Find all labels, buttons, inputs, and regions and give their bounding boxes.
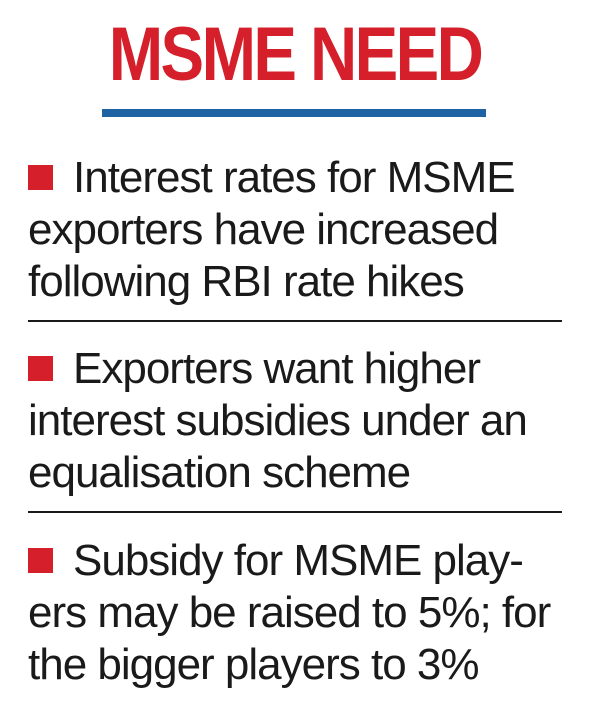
divider-1 [28, 320, 562, 322]
headline-underline [102, 109, 486, 117]
bullet-1-line-1: Interest rates for MSME [28, 152, 568, 204]
bullet-3-line-2: ers may be raised to 5%; for [28, 588, 551, 637]
red-square-bullet-icon [28, 165, 53, 190]
bullet-2-line-2: interest subsidies under an [28, 396, 528, 445]
bullet-2-line-3: equalisation scheme [28, 448, 411, 497]
bullet-1-line-1-text: Interest rates for MSME [73, 153, 516, 202]
divider-2 [28, 511, 562, 513]
bullet-point-2: Exporters want higher interest subsidies… [28, 343, 568, 499]
bullet-2-line-1-text: Exporters want higher [73, 344, 481, 393]
bullet-3-line-1-text: Subsidy for MSME play- [73, 536, 524, 585]
bullet-1-line-2: exporters have increased [28, 205, 499, 254]
red-square-bullet-icon [28, 356, 53, 381]
bullet-2-line-1: Exporters want higher [28, 343, 568, 395]
red-square-bullet-icon [28, 548, 53, 573]
bullet-point-3: Subsidy for MSME play- ers may be raised… [28, 535, 568, 691]
headline: MSME NEED [108, 12, 484, 97]
bullet-point-1: Interest rates for MSME exporters have i… [28, 152, 568, 308]
bullet-3-line-1: Subsidy for MSME play- [28, 535, 568, 587]
bullet-3-line-3: the bigger players to 3% [28, 640, 480, 689]
bullet-1-line-3: following RBI rate hikes [28, 257, 465, 306]
